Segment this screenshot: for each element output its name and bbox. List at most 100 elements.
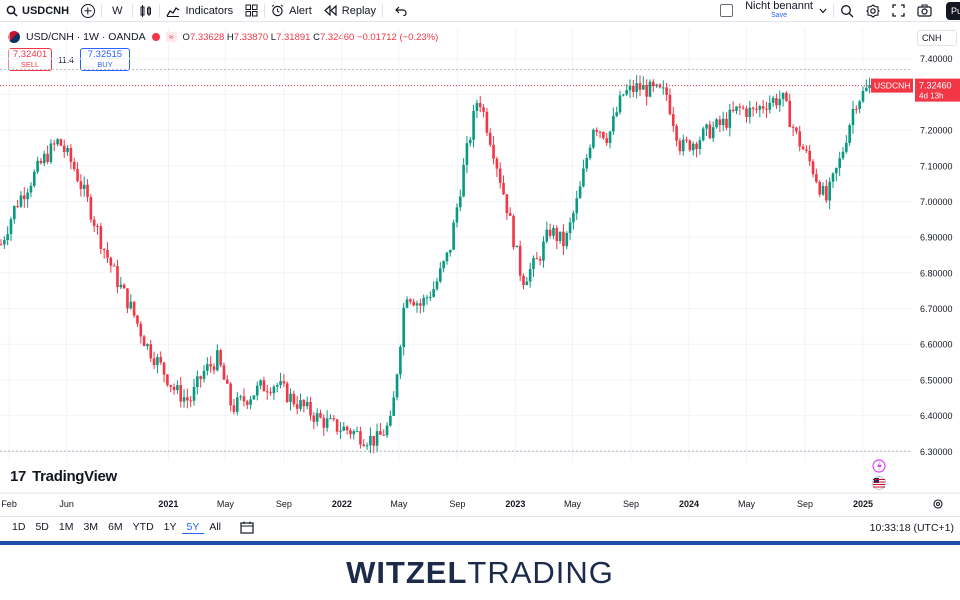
candle-body xyxy=(845,142,848,152)
toolbar-divider xyxy=(101,3,103,18)
candle-body xyxy=(13,206,16,220)
candle-body xyxy=(375,431,379,446)
candle-body xyxy=(508,213,512,216)
settings-button[interactable] xyxy=(860,0,886,22)
candle-body xyxy=(442,261,445,269)
candle-body xyxy=(435,281,439,290)
compare-button[interactable] xyxy=(75,0,101,22)
time-tick-label: Sep xyxy=(276,499,292,509)
candle-body xyxy=(402,307,405,348)
candle-body xyxy=(69,147,73,162)
candle-body xyxy=(565,232,569,247)
fullscreen-button[interactable] xyxy=(886,0,911,22)
range-button-5d[interactable]: 5D xyxy=(35,521,49,533)
candle-body xyxy=(788,100,792,127)
candle-body xyxy=(359,431,362,445)
symbol-search[interactable]: USDCNH xyxy=(0,0,75,22)
range-button-ytd[interactable]: YTD xyxy=(132,521,154,533)
range-button-1m[interactable]: 1M xyxy=(58,521,74,533)
time-tick-label: 2024 xyxy=(679,499,699,509)
candle-body xyxy=(748,107,752,117)
candle-body xyxy=(535,258,539,260)
candle-body xyxy=(166,374,169,386)
undo-button[interactable] xyxy=(383,0,419,22)
range-button-3m[interactable]: 3M xyxy=(83,521,99,533)
quick-search-button[interactable] xyxy=(834,0,860,22)
data-status-badge[interactable]: ≈ xyxy=(165,32,177,42)
candle-body xyxy=(448,249,452,253)
candle-body xyxy=(209,364,212,367)
candle-body xyxy=(216,350,219,371)
candle-body xyxy=(409,299,412,302)
candle-body xyxy=(362,444,366,447)
templates-button[interactable] xyxy=(239,0,264,22)
range-button-1d[interactable]: 1D xyxy=(12,521,26,533)
price-tick-label: 6.70000 xyxy=(920,304,953,314)
candle-body xyxy=(382,434,386,436)
candle-body xyxy=(835,167,838,174)
candle-body xyxy=(455,207,459,223)
candle-body xyxy=(292,393,296,405)
candle-body xyxy=(595,129,599,132)
range-button-all[interactable]: All xyxy=(209,521,222,533)
candle-body xyxy=(282,381,286,384)
sell-button[interactable]: 7.32401 SELL xyxy=(8,48,52,71)
indicators-button[interactable]: Indicators xyxy=(160,0,239,22)
tradingview-mark-icon: 17 xyxy=(10,468,27,485)
top-toolbar: USDCNH W Indicators Alert Replay Nicht b… xyxy=(0,0,960,22)
interval-button[interactable]: W xyxy=(112,4,123,17)
replay-button[interactable]: Replay xyxy=(318,0,382,22)
high-value: 7.33870 xyxy=(233,31,269,43)
candle-body xyxy=(255,385,259,396)
buy-button[interactable]: 7.32515 BUY xyxy=(79,48,130,71)
candle-body xyxy=(488,132,492,145)
snapshot-button[interactable] xyxy=(911,0,960,22)
candle-body xyxy=(149,344,153,359)
alert-button[interactable]: Alert xyxy=(265,0,318,22)
candle-body xyxy=(518,245,522,276)
gear-center-icon xyxy=(936,502,940,506)
candle-body xyxy=(791,126,795,128)
indicators-label: Indicators xyxy=(185,4,234,17)
candle-body xyxy=(46,153,49,162)
candle-body xyxy=(32,171,36,186)
candle-body xyxy=(109,257,113,266)
chart-title[interactable]: USD/CNH · 1W · OANDA xyxy=(26,31,146,43)
candle-body xyxy=(532,258,535,270)
candle-body xyxy=(129,301,133,309)
currency-select[interactable]: CNH xyxy=(917,30,957,46)
candle-body xyxy=(272,386,276,394)
layout-toggle[interactable] xyxy=(714,0,739,22)
price-chart[interactable]: 7.400007.300007.200007.100007.000006.900… xyxy=(0,0,960,516)
range-button-5y[interactable]: 5Y xyxy=(181,521,205,534)
candle-body xyxy=(172,386,176,391)
range-button-1y[interactable]: 1Y xyxy=(163,521,177,533)
candle-body xyxy=(152,358,156,366)
candle-body xyxy=(538,259,542,261)
candle-body xyxy=(285,383,289,402)
candle-body xyxy=(29,185,33,193)
candle-body xyxy=(206,364,209,371)
candle-body xyxy=(176,385,179,391)
range-button-6m[interactable]: 6M xyxy=(108,521,123,533)
candle-body xyxy=(305,401,309,407)
lightning-icon xyxy=(877,461,882,471)
publish-button[interactable]: Pu xyxy=(946,2,960,20)
candle-body xyxy=(708,124,712,139)
candle-body xyxy=(325,418,329,428)
calendar-range-icon[interactable] xyxy=(240,521,254,534)
tradingview-logo: 17 TradingView xyxy=(10,468,117,485)
time-tick-label: 2022 xyxy=(332,499,352,509)
candle-body xyxy=(252,395,256,400)
timezone-clock[interactable]: 10:33:18 (UTC+1) xyxy=(869,521,954,534)
candle-body xyxy=(562,231,565,247)
layout-name-button[interactable]: Nicht benannt Save xyxy=(739,0,833,22)
chevron-down-icon xyxy=(819,8,827,13)
layout-title: Nicht benannt xyxy=(745,0,813,12)
time-tick-label: May xyxy=(564,499,582,509)
candle-body xyxy=(136,315,139,324)
chart-type-button[interactable] xyxy=(133,0,159,22)
candle-body xyxy=(322,417,326,428)
candle-body xyxy=(232,405,236,412)
candle-body xyxy=(79,181,83,189)
